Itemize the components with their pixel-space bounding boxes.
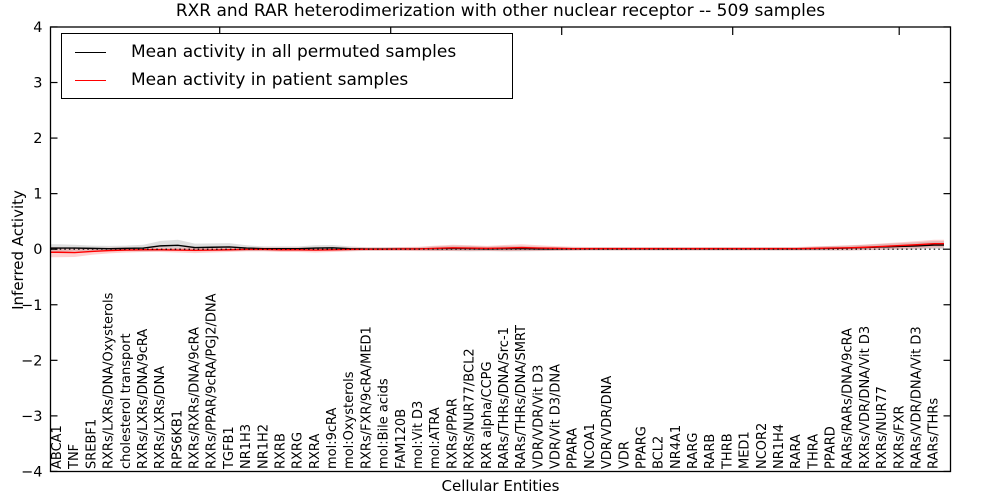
x-tick-label: RARs/RARs/DNA/9cRA	[841, 328, 856, 469]
x-tick-label: RXRs/LXRs/DNA/9cRA	[136, 329, 151, 469]
x-tick-label: VDR/Vit D3/DNA	[549, 364, 564, 469]
x-tick-label: BCL2	[652, 436, 667, 469]
y-tick-label: 3	[33, 76, 42, 92]
x-tick-label: cholesterol transport	[119, 333, 134, 469]
x-tick-label: PPARD	[824, 426, 839, 469]
x-tick-label: RXRA	[308, 434, 323, 469]
legend: Mean activity in all permuted samples Me…	[61, 33, 513, 99]
x-tick-label: RXRB	[273, 433, 288, 469]
x-tick-label: RARs/THRs	[927, 398, 942, 469]
x-tick-label: RXR alpha/CCPG	[480, 361, 495, 469]
x-tick-label: RARB	[703, 434, 718, 469]
x-tick-label: RARs/VDR/DNA/Vit D3	[910, 326, 925, 469]
legend-entry-permuted: Mean activity in all permuted samples	[75, 42, 512, 62]
y-tick-label: 0	[33, 242, 42, 258]
x-tick-label: RXRs/LXRs/DNA	[153, 366, 168, 469]
x-tick-label: TGFB1	[222, 426, 237, 470]
x-tick-label: ABCA1	[50, 425, 65, 469]
x-tick-label: VDR/VDR/DNA	[600, 376, 615, 469]
y-tick-label: −4	[21, 464, 42, 480]
x-tick-label: RXRs/NUR77/BCL2	[463, 348, 478, 469]
y-tick-label: −3	[21, 409, 42, 425]
x-tick-label: RPS6KB1	[170, 410, 185, 469]
x-tick-label: RXRs/NUR77	[875, 386, 890, 469]
legend-label-patient: Mean activity in patient samples	[131, 70, 409, 90]
x-tick-label: mol:Vit D3	[411, 401, 426, 469]
x-tick-label: PPARG	[634, 426, 649, 469]
x-tick-label: FAM120B	[394, 409, 409, 469]
x-tick-label: THRA	[806, 434, 821, 470]
x-axis-label: Cellular Entities	[441, 477, 560, 495]
x-tick-label: NCOA1	[583, 423, 598, 469]
legend-entry-patient: Mean activity in patient samples	[75, 70, 512, 90]
x-tick-label: RXRs/RXRs/DNA/9cRA	[188, 327, 203, 469]
x-tick-label: NR1H2	[256, 424, 271, 469]
x-tick-label: VDR/VDR/Vit D3	[531, 365, 546, 469]
x-tick-label: RXRs/FXR/9cRA/MED1	[359, 326, 374, 469]
x-tick-label: RARA	[789, 434, 804, 469]
x-tick-label: SREBF1	[84, 419, 99, 469]
chart-title: RXR and RAR heterodimerization with othe…	[175, 1, 826, 21]
x-tick-label: NCOR2	[755, 423, 770, 469]
x-tick-label: PPARA	[566, 428, 581, 469]
y-tick-label: 2	[33, 131, 42, 147]
x-tick-label: NR1H4	[772, 424, 787, 469]
y-tick-label: 1	[33, 187, 42, 203]
x-tick-label: RARG	[686, 432, 701, 469]
x-tick-label: RARs/THRs/DNA/Src-1	[497, 327, 512, 469]
x-tick-label: mol:Oxysterols	[342, 371, 357, 469]
x-tick-label: RARs/THRs/DNA/SMRT	[514, 325, 529, 469]
x-tick-label: RXRs/PPAR/9cRA/PGJ2/DNA	[205, 293, 220, 469]
x-tick-label: RXRs/PPAR	[445, 398, 460, 469]
series-line-1	[50, 242, 944, 254]
x-tick-label: MED1	[738, 431, 753, 469]
x-tick-label: TNF	[67, 444, 82, 470]
x-tick-label: RXRG	[291, 432, 306, 469]
x-tick-label: THRB	[720, 433, 735, 470]
y-tick-label: −2	[21, 353, 42, 369]
y-axis-label: Inferred Activity	[9, 190, 27, 310]
x-tick-label: mol:ATRA	[428, 407, 443, 469]
x-tick-label: NR4A1	[669, 425, 684, 469]
legend-label-permuted: Mean activity in all permuted samples	[131, 42, 457, 62]
y-tick-label: −1	[21, 298, 42, 314]
legend-line-sample-permuted	[75, 51, 106, 53]
x-tick-label: VDR	[617, 441, 632, 469]
x-tick-label: mol:Bile acids	[377, 378, 392, 469]
legend-line-sample-patient	[75, 79, 106, 81]
x-tick-label: RXRs/FXR	[892, 405, 907, 469]
x-tick-label: mol:9cRA	[325, 407, 340, 469]
x-tick-label: NR1H3	[239, 424, 254, 469]
x-tick-label: RXRs/LXRs/DNA/Oxysterols	[102, 292, 117, 469]
y-tick-label: 4	[33, 20, 42, 36]
x-tick-label: RXRs/VDR/DNA/Vit D3	[858, 326, 873, 469]
